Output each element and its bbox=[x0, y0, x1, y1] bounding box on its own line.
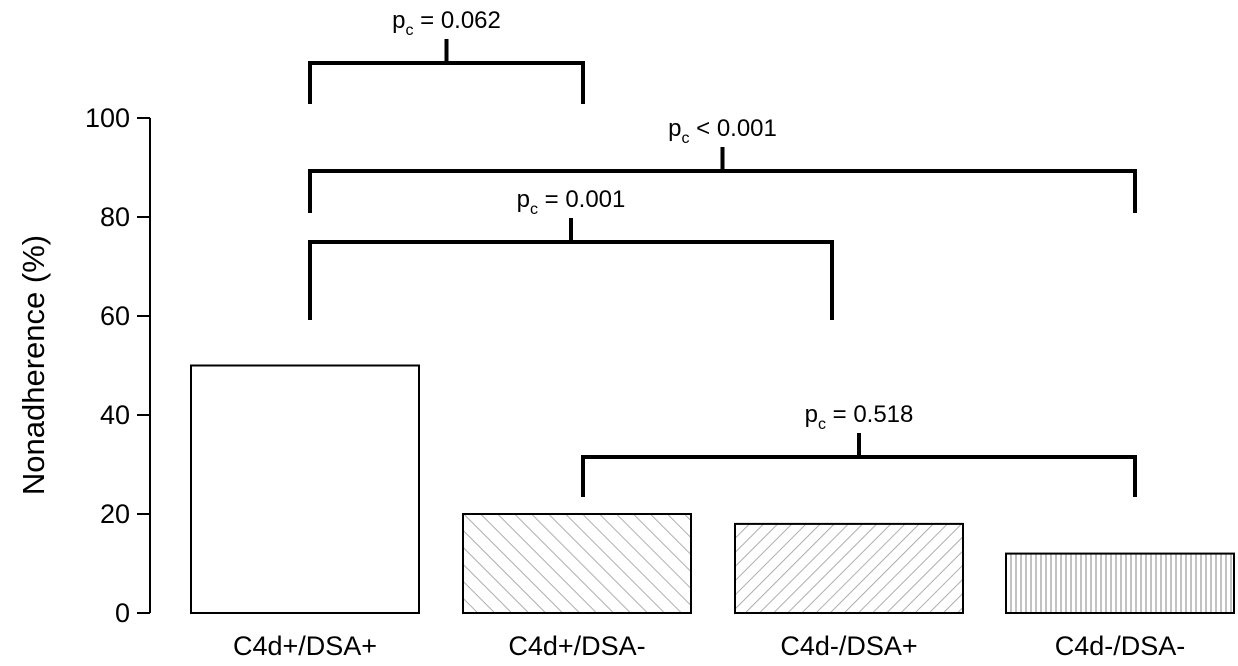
significance-brackets: pc = 0.062 pc < 0.001 pc = 0.001 pc = 0.518 bbox=[308, 7, 1137, 497]
x-axis-labels: C4d+/DSA+ C4d+/DSA- C4d-/DSA+ C4d-/DSA- bbox=[233, 631, 1185, 661]
significance-bracket: pc < 0.001 bbox=[308, 115, 1137, 213]
bracket-line bbox=[308, 169, 1137, 213]
p-value-label: pc = 0.518 bbox=[805, 401, 914, 433]
bracket-line bbox=[308, 61, 585, 104]
p-value-label: pc = 0.062 bbox=[392, 7, 501, 39]
bar-c4d-dsa- bbox=[734, 522, 964, 615]
x-tick-label: C4d-/DSA+ bbox=[780, 631, 917, 661]
x-tick-label: C4d-/DSA- bbox=[1055, 631, 1186, 661]
y-axis-label: Nonadherence (%) bbox=[16, 235, 51, 495]
significance-bracket: pc = 0.518 bbox=[581, 401, 1137, 497]
bar-c4d-dsa- bbox=[190, 364, 420, 614]
y-tick-label: 40 bbox=[100, 400, 130, 430]
y-tick-label: 20 bbox=[100, 499, 130, 529]
significance-bracket: pc = 0.001 bbox=[308, 186, 834, 320]
bracket-line bbox=[581, 455, 1137, 497]
y-axis: 0 20 40 60 80 100 bbox=[85, 103, 151, 628]
bars bbox=[190, 364, 1235, 615]
bar-c4d-dsa- bbox=[1005, 552, 1235, 614]
y-tick-label: 100 bbox=[85, 103, 130, 133]
y-tick-label: 0 bbox=[115, 598, 130, 628]
p-value-label: pc < 0.001 bbox=[668, 115, 777, 147]
significance-bracket: pc = 0.062 bbox=[308, 7, 585, 104]
bracket-line bbox=[308, 240, 834, 320]
p-value-label: pc = 0.001 bbox=[517, 186, 626, 218]
bar-c4d-dsa- bbox=[462, 513, 692, 614]
y-tick-label: 60 bbox=[100, 301, 130, 331]
x-tick-label: C4d+/DSA+ bbox=[233, 631, 377, 661]
x-tick-label: C4d+/DSA- bbox=[508, 631, 645, 661]
y-tick-label: 80 bbox=[100, 202, 130, 232]
